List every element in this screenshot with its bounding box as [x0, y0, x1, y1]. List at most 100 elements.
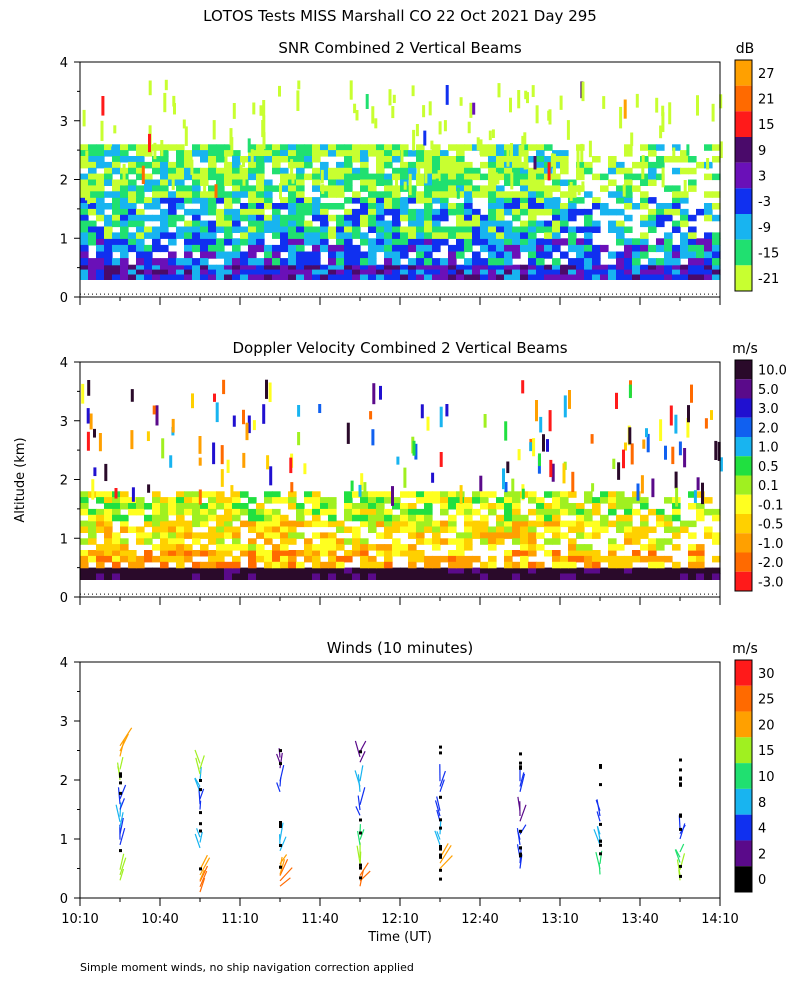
wind-missing-point: [199, 811, 202, 814]
dop-cell: [304, 538, 313, 545]
dop-cell: [304, 544, 313, 551]
dop-cell: [416, 538, 425, 545]
dop-cell: [400, 509, 409, 516]
dop-cell: [160, 527, 169, 534]
dop-cell: [136, 538, 145, 545]
dop-cell: [512, 515, 521, 522]
snr-cell: [432, 221, 441, 228]
snr-cell: [272, 156, 281, 163]
snr-cell: [192, 270, 201, 276]
dop-cell: [440, 503, 449, 510]
snr-cell: [200, 156, 209, 163]
snr-cell: [576, 209, 585, 216]
snr-cell: [280, 227, 289, 234]
dop-cell: [280, 532, 289, 539]
snr-cell: [256, 245, 265, 252]
snr-cell: [520, 174, 529, 181]
dop-cell: [240, 568, 249, 575]
snr-cell: [704, 258, 713, 265]
snr-cell: [520, 265, 529, 271]
dop-cell: [432, 568, 441, 575]
snr-cell: [608, 162, 617, 169]
snr-cell: [216, 275, 225, 281]
dop-cell: [480, 521, 489, 528]
dop-cell: [624, 527, 633, 534]
snr-speck: [460, 97, 463, 106]
snr-cell: [232, 270, 241, 276]
snr-cell: [256, 238, 265, 245]
dop-cell: [272, 527, 281, 534]
snr-cell: [112, 215, 121, 222]
snr-cell: [552, 209, 561, 216]
snr-cell: [336, 258, 345, 265]
dop-cell: [688, 544, 697, 551]
snr-cell: [200, 144, 209, 151]
snr-cell: [240, 227, 249, 234]
dop-cell: [640, 527, 649, 534]
dop-cell: [472, 556, 481, 563]
snr-cell: [384, 150, 393, 157]
snr-cell: [96, 252, 105, 259]
snr-cell: [200, 252, 209, 259]
snr-cell: [656, 203, 665, 210]
dop-cell: [80, 568, 89, 575]
wind-colorbar-swatch: [735, 712, 752, 738]
dop-cell: [128, 562, 137, 569]
dop-cell: [432, 574, 441, 581]
dop-cell: [408, 562, 417, 569]
snr-cell: [600, 185, 609, 192]
snr-cell: [280, 203, 289, 210]
dop-cell: [504, 503, 513, 510]
snr-cell: [360, 203, 369, 210]
dop-cell: [440, 568, 449, 575]
snr-cell: [288, 252, 297, 259]
dop-cell: [168, 568, 177, 575]
snr-cell: [200, 265, 209, 271]
snr-cell: [496, 197, 505, 204]
snr-cell: [208, 156, 217, 163]
dop-speck: [664, 446, 667, 460]
snr-cell: [696, 275, 705, 281]
snr-cell: [608, 180, 617, 187]
dop-cell: [120, 538, 129, 545]
snr-cell: [160, 265, 169, 271]
snr-cell: [360, 265, 369, 271]
wind-xtick-label: 10:40: [141, 912, 178, 927]
dop-cell: [624, 503, 633, 510]
dop-cell: [136, 532, 145, 539]
snr-cell: [576, 227, 585, 234]
dop-cell: [616, 521, 625, 528]
dop-speck: [427, 417, 430, 431]
wind-missing-point: [199, 779, 202, 782]
snr-cell: [96, 144, 105, 151]
snr-cell: [640, 191, 649, 198]
dop-cell: [80, 503, 89, 510]
snr-cell: [112, 245, 121, 252]
x-axis-label: Time (UT): [367, 930, 432, 945]
snr-cell: [456, 168, 465, 175]
snr-cell: [136, 245, 145, 252]
snr-cell: [224, 162, 233, 169]
snr-cell: [336, 215, 345, 222]
snr-cell: [488, 238, 497, 245]
dop-cell: [248, 515, 257, 522]
snr-cell: [312, 275, 321, 281]
snr-cell: [80, 144, 89, 151]
snr-speck: [641, 165, 644, 179]
dop-cell: [328, 497, 337, 504]
wind-missing-point: [359, 832, 362, 835]
snr-speck: [624, 100, 627, 119]
dop-cell: [544, 538, 553, 545]
dop-cell: [480, 568, 489, 575]
dop-ytick-label: 3: [60, 415, 68, 430]
dop-cell: [176, 550, 185, 557]
snr-cell: [240, 265, 249, 271]
snr-cell: [296, 162, 305, 169]
dop-cell: [296, 574, 305, 581]
snr-cell: [376, 197, 385, 204]
snr-speck: [536, 105, 539, 123]
dop-cell: [568, 544, 577, 551]
snr-cell: [384, 245, 393, 252]
dop-colorbar-swatch: [735, 379, 752, 398]
snr-cell: [704, 238, 713, 245]
